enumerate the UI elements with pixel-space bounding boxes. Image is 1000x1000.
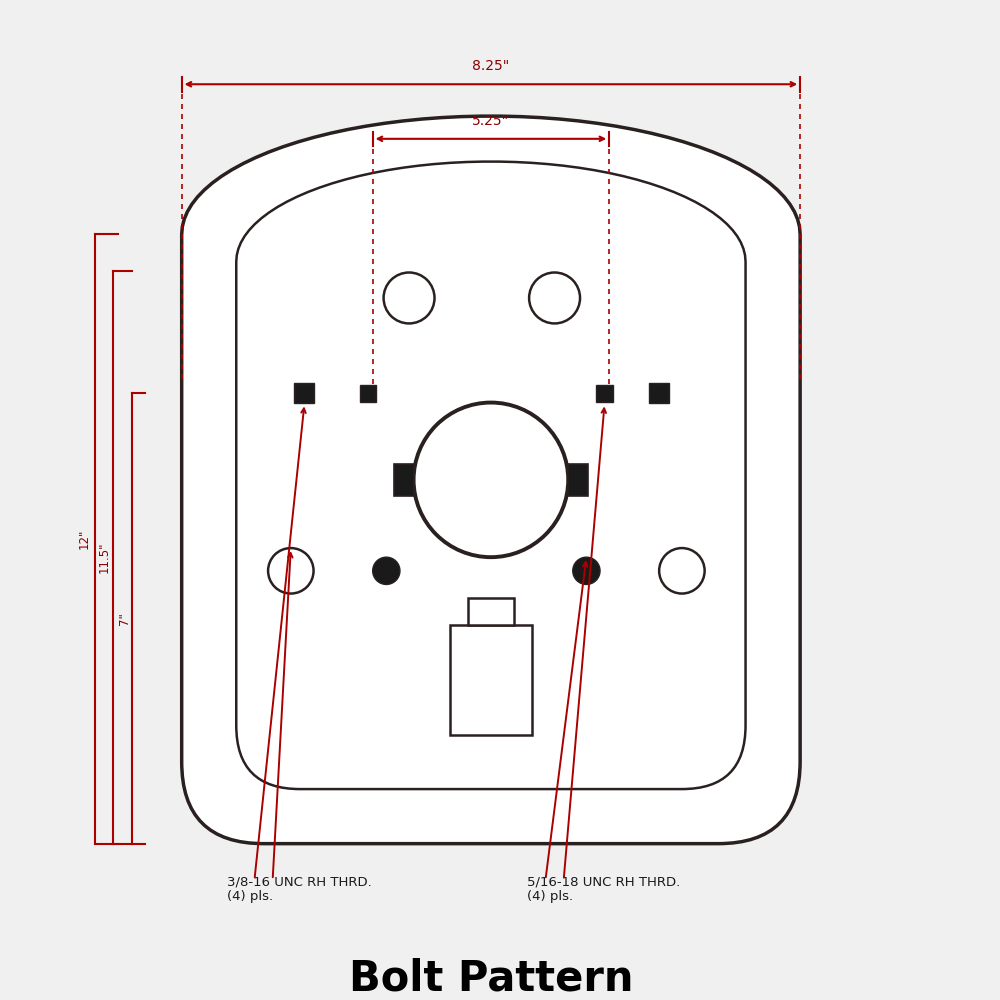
Circle shape bbox=[573, 557, 600, 584]
Text: 7": 7" bbox=[118, 612, 131, 625]
Text: 3/8-16 UNC RH THRD.
(4) pls.: 3/8-16 UNC RH THRD. (4) pls. bbox=[227, 875, 372, 903]
Circle shape bbox=[268, 548, 314, 594]
Bar bbox=[568, 464, 588, 496]
Text: 8.25": 8.25" bbox=[472, 59, 510, 73]
Bar bbox=[294, 383, 314, 403]
Bar bbox=[450, 625, 532, 735]
Bar bbox=[649, 383, 669, 403]
Text: 5.25": 5.25" bbox=[472, 114, 509, 128]
Bar bbox=[360, 385, 376, 402]
Circle shape bbox=[373, 557, 400, 584]
Text: 12": 12" bbox=[78, 529, 91, 549]
PathPatch shape bbox=[182, 116, 800, 844]
Circle shape bbox=[384, 273, 435, 323]
Bar bbox=[468, 598, 514, 625]
Circle shape bbox=[414, 403, 568, 557]
Bar bbox=[394, 464, 414, 496]
Text: 11.5": 11.5" bbox=[98, 541, 111, 573]
Text: 5/16-18 UNC RH THRD.
(4) pls.: 5/16-18 UNC RH THRD. (4) pls. bbox=[527, 875, 681, 903]
Circle shape bbox=[659, 548, 705, 594]
Bar bbox=[596, 385, 613, 402]
Text: Bolt Pattern: Bolt Pattern bbox=[349, 957, 633, 999]
Circle shape bbox=[529, 273, 580, 323]
